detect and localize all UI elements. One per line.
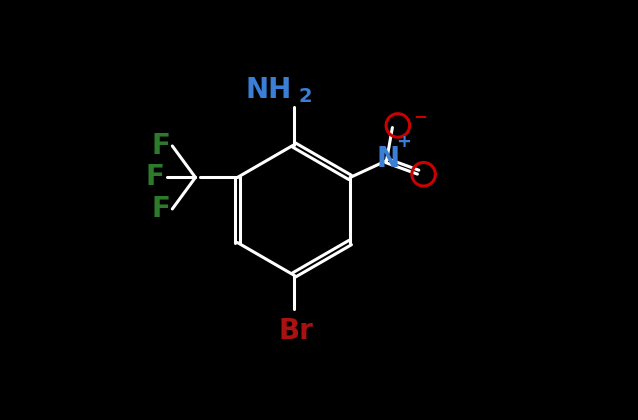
Text: N: N <box>376 145 399 173</box>
Text: 2: 2 <box>298 87 311 106</box>
Text: NH: NH <box>246 76 292 104</box>
Text: Br: Br <box>278 317 313 345</box>
Text: F: F <box>151 132 170 160</box>
Text: +: + <box>396 134 411 151</box>
Text: F: F <box>151 195 170 223</box>
Text: F: F <box>146 163 165 192</box>
Text: −: − <box>413 107 427 125</box>
